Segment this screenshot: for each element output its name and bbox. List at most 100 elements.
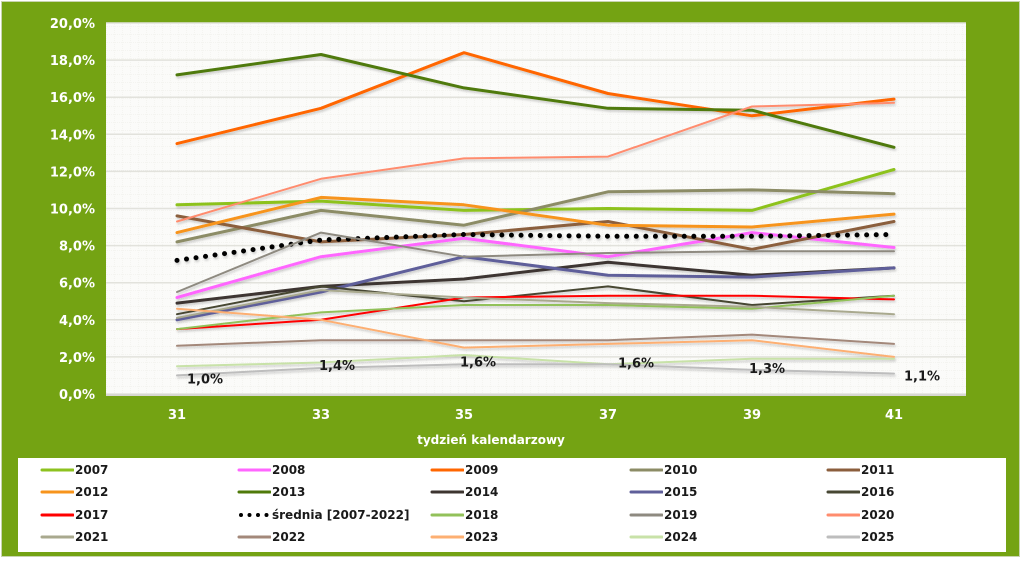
legend-swatch bbox=[826, 468, 860, 472]
series-lines bbox=[174, 51, 897, 377]
series-line-2011 bbox=[175, 214, 896, 251]
legend-label: 2021 bbox=[75, 530, 109, 544]
y-tick-label: 16,0% bbox=[50, 91, 95, 106]
series-line-2016 bbox=[176, 285, 895, 316]
legend-item[interactable]: 2022 bbox=[237, 527, 305, 547]
legend-item[interactable]: 2017 bbox=[40, 505, 108, 525]
legend-label: 2016 bbox=[861, 485, 895, 499]
legend: 2007 2008 2009 2010 2011 2012 2013 2014 2015 2016… bbox=[18, 458, 1006, 552]
y-tick-label: 12,0% bbox=[50, 165, 95, 180]
data-label: 1,1% bbox=[904, 370, 940, 385]
legend-item[interactable]: 2015 bbox=[629, 482, 697, 502]
legend-item[interactable]: 2014 bbox=[430, 482, 498, 502]
series-line-2023 bbox=[176, 307, 895, 358]
y-tick-label: 6,0% bbox=[59, 277, 95, 292]
series-line-2021 bbox=[176, 289, 895, 319]
legend-item[interactable]: 2013 bbox=[237, 482, 305, 502]
data-label: 1,6% bbox=[460, 355, 496, 370]
legend-item[interactable]: 2016 bbox=[826, 482, 894, 502]
y-tick-label: 14,0% bbox=[50, 128, 95, 143]
y-tick-label: 20,0% bbox=[50, 17, 95, 32]
legend-swatch bbox=[629, 490, 663, 494]
legend-label: 2013 bbox=[272, 485, 306, 499]
legend-label: 2012 bbox=[75, 485, 109, 499]
legend-label: 2018 bbox=[465, 508, 499, 522]
series-line-2008 bbox=[175, 231, 896, 299]
legend-label: 2008 bbox=[272, 463, 306, 477]
series-line-2013 bbox=[175, 53, 896, 149]
legend-label: 2025 bbox=[861, 530, 895, 544]
legend-swatch bbox=[239, 513, 271, 517]
y-tick-label: 18,0% bbox=[50, 54, 95, 69]
legend-item[interactable]: 2023 bbox=[430, 527, 498, 547]
series-line-2009 bbox=[175, 51, 896, 146]
legend-swatch bbox=[826, 490, 860, 494]
legend-swatch bbox=[40, 490, 74, 494]
x-tick-label: 41 bbox=[885, 408, 903, 423]
legend-swatch bbox=[40, 513, 74, 517]
y-tick-label: 4,0% bbox=[59, 314, 95, 329]
data-label: 1,3% bbox=[749, 362, 785, 377]
series-line-2015 bbox=[175, 255, 896, 322]
legend-swatch bbox=[629, 535, 663, 539]
legend-label: 2020 bbox=[861, 508, 895, 522]
x-axis-title: tydzień kalendarzowy bbox=[417, 433, 565, 447]
legend-label: 2023 bbox=[465, 530, 499, 544]
x-axis: 31 33 35 37 39 41 bbox=[168, 408, 903, 423]
legend-item[interactable]: 2009 bbox=[430, 460, 498, 480]
legend-swatch bbox=[826, 513, 860, 517]
legend-item[interactable]: średnia [2007-2022] bbox=[237, 505, 409, 525]
series-line-2018 bbox=[176, 294, 895, 331]
legend-label: 2024 bbox=[664, 530, 698, 544]
legend-label: 2017 bbox=[75, 508, 109, 522]
data-label: 1,4% bbox=[319, 359, 355, 374]
legend-swatch bbox=[237, 468, 271, 472]
legend-swatch bbox=[629, 468, 663, 472]
series-line-2024 bbox=[176, 354, 895, 368]
legend-item[interactable]: 2025 bbox=[826, 527, 894, 547]
legend-swatch bbox=[430, 535, 464, 539]
grid-lines bbox=[106, 22, 966, 396]
data-label: 1,6% bbox=[618, 356, 654, 371]
legend-label: 2007 bbox=[75, 463, 109, 477]
legend-label: średnia [2007-2022] bbox=[272, 508, 410, 522]
x-tick-label: 35 bbox=[455, 408, 473, 423]
legend-item[interactable]: 2011 bbox=[826, 460, 894, 480]
legend-swatch bbox=[40, 468, 74, 472]
series-line-2012 bbox=[175, 195, 896, 235]
y-tick-label: 2,0% bbox=[59, 351, 95, 366]
y-tick-label: 0,0% bbox=[59, 388, 95, 403]
data-labels: 1,0% 1,4% 1,6% 1,6% 1,3% 1,1% bbox=[187, 355, 940, 387]
legend-item[interactable]: 2021 bbox=[40, 527, 108, 547]
y-tick-label: 8,0% bbox=[59, 240, 95, 255]
series-line-2025 bbox=[176, 363, 895, 377]
legend-label: 2010 bbox=[664, 463, 698, 477]
legend-item[interactable]: 2020 bbox=[826, 505, 894, 525]
legend-item[interactable]: 2010 bbox=[629, 460, 697, 480]
legend-swatch bbox=[430, 513, 464, 517]
legend-label: 2015 bbox=[664, 485, 698, 499]
legend-swatch bbox=[430, 468, 464, 472]
legend-item[interactable]: 2024 bbox=[629, 527, 697, 547]
legend-swatch bbox=[430, 490, 464, 494]
x-tick-label: 39 bbox=[743, 408, 761, 423]
x-tick-label: 37 bbox=[599, 408, 617, 423]
legend-swatch bbox=[826, 535, 860, 539]
legend-item[interactable]: 2018 bbox=[430, 505, 498, 525]
legend-item[interactable]: 2019 bbox=[629, 505, 697, 525]
series-line-2022 bbox=[176, 333, 895, 347]
legend-label: 2022 bbox=[272, 530, 306, 544]
series-line-2020 bbox=[176, 101, 895, 223]
legend-item[interactable]: 2007 bbox=[40, 460, 108, 480]
legend-item[interactable]: 2008 bbox=[237, 460, 305, 480]
y-axis: 0,0% 2,0% 4,0% 6,0% 8,0% 10,0% 12,0% 14,0% 16,0%… bbox=[50, 17, 95, 403]
legend-swatch bbox=[237, 535, 271, 539]
series-line-2019 bbox=[176, 231, 895, 293]
legend-swatch bbox=[237, 490, 271, 494]
legend-label: 2011 bbox=[861, 463, 895, 477]
legend-label: 2014 bbox=[465, 485, 499, 499]
y-tick-label: 10,0% bbox=[50, 203, 95, 218]
legend-item[interactable]: 2012 bbox=[40, 482, 108, 502]
